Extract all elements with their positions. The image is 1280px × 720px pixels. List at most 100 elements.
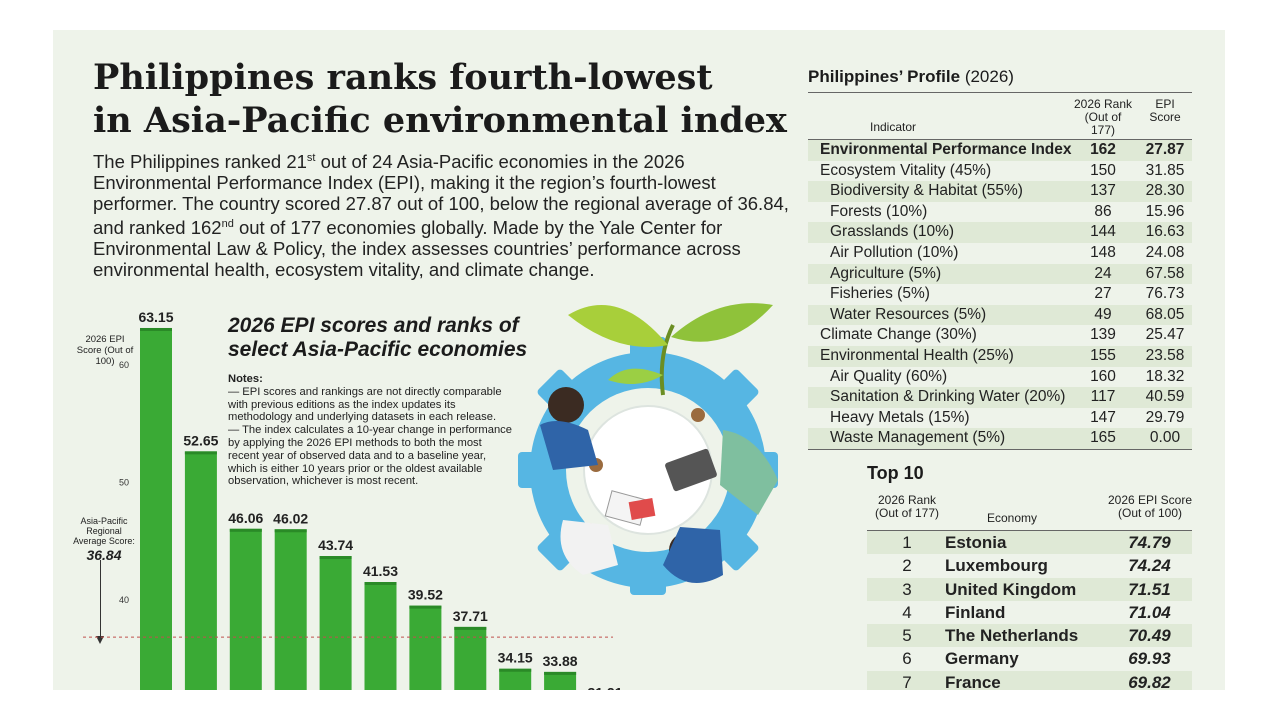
profile-rank: 147 [1090, 408, 1116, 426]
note-2: — The index calculates a 10-year change … [228, 424, 512, 488]
col-score: EPI Score [1149, 97, 1181, 124]
top10-economy: Germany [945, 649, 1019, 669]
profile-indicator: Environmental Health (25%) [820, 346, 1014, 364]
top10-row: 5 The Netherlands 70.49 [867, 624, 1192, 648]
profile-title-year: (2026) [960, 67, 1014, 86]
bar [274, 529, 307, 690]
profile-score: 31.85 [1145, 161, 1185, 179]
top10-col-score: 2026 EPI Score (Out of 100) [1107, 493, 1193, 520]
y-tick-label: 50 [119, 478, 129, 488]
down-arrow-icon [100, 560, 101, 642]
top10-score: 69.82 [1128, 672, 1171, 690]
top10-row: 1 Estonia 74.79 [867, 531, 1192, 555]
profile-indicator: Air Pollution (10%) [830, 243, 959, 261]
bar-top [184, 451, 217, 455]
bar-value-label: 46.06 [228, 510, 263, 526]
bar [544, 671, 577, 690]
profile-rank: 27 [1094, 285, 1112, 303]
profile-score: 23.58 [1145, 346, 1185, 364]
top10-economy: Luxembourg [945, 556, 1048, 576]
bar [229, 528, 262, 690]
profile-indicator: Environmental Performance Index [820, 141, 1072, 158]
bar [184, 451, 217, 690]
bar [319, 556, 352, 690]
top10-score: 70.49 [1128, 626, 1171, 646]
profile-score: 24.08 [1145, 243, 1185, 261]
col-indicator: Indicator [869, 120, 917, 134]
chart-title-line-2: select Asia-Pacific economies [228, 338, 528, 361]
profile-score: 28.30 [1145, 182, 1185, 200]
y-axis-title: 2026 EPI Score (Out of 100) [76, 334, 134, 367]
bar-value-label: 34.15 [498, 650, 533, 666]
profile-row: Ecosystem Vitality (45%) 150 31.85 [808, 161, 1192, 182]
top10-rank: 2 [902, 556, 912, 576]
profile-row: Waste Management (5%) 165 0.00 [808, 428, 1192, 449]
profile-rank: 24 [1094, 264, 1112, 282]
top10-title: Top 10 [867, 463, 924, 483]
intro-sup-2: nd [221, 218, 234, 231]
profile-indicator: Waste Management (5%) [830, 429, 1006, 447]
profile-score: 18.32 [1145, 367, 1185, 385]
bar-value-label: 41.53 [363, 563, 398, 579]
profile-score: 15.96 [1145, 202, 1185, 220]
profile-title-bold: Philippines’ Profile [808, 67, 961, 86]
profile-row: Climate Change (30%) 139 25.47 [808, 325, 1192, 346]
profile-indicator: Forests (10%) [830, 202, 928, 220]
chart-title-line-1: 2026 EPI scores and ranks of [228, 314, 519, 337]
top10-score: 69.93 [1128, 649, 1171, 669]
profile-rank: 49 [1094, 305, 1112, 323]
profile-row: Grasslands (10%) 144 16.63 [808, 222, 1192, 243]
profile-rank: 165 [1090, 429, 1116, 447]
profile-score: 25.47 [1145, 326, 1185, 344]
bar-value-label: 31.21 [587, 684, 622, 690]
profile-row: Environmental Performance Index 162 27.87 [808, 140, 1192, 161]
teamwork-gear-illustration [518, 303, 778, 595]
top10-row: 7 France 69.82 [867, 670, 1192, 690]
bar-top [409, 605, 442, 609]
top10-rank: 4 [902, 602, 912, 622]
bar-value-label: 52.65 [183, 432, 218, 448]
profile-row: Biodiversity & Habitat (55%) 137 28.30 [808, 181, 1192, 202]
y-tick-label: 60 [119, 360, 129, 370]
bar [454, 626, 487, 690]
y-tick-label: 40 [119, 595, 129, 605]
bar-value-label: 43.74 [318, 537, 353, 553]
top10-rank: 7 [902, 672, 912, 690]
profile-rank: 155 [1090, 346, 1116, 364]
bar-top [364, 582, 397, 586]
chart-title: 2026 EPI scores and ranks of select Asia-… [228, 314, 527, 362]
bar-top [274, 529, 307, 533]
intro-paragraph: The Philippines ranked 21st out of 24 As… [93, 148, 793, 280]
profile-row: Heavy Metals (15%) 147 29.79 [808, 408, 1192, 429]
notes-title: Notes: [228, 373, 263, 385]
arrowhead-icon [96, 636, 104, 644]
regional-average-value: 36.84 [86, 547, 122, 563]
top10-rank: 6 [902, 649, 912, 669]
people-figures [540, 387, 778, 583]
top10-score: 71.04 [1128, 602, 1171, 622]
profile-score: 16.63 [1145, 223, 1185, 241]
top10-rows: 1 Estonia 74.79 2 Luxembourg 74.24 3 United Kin… [867, 531, 1192, 690]
profile-row: Water Resources (5%) 49 68.05 [808, 304, 1192, 326]
top10-score: 74.79 [1128, 533, 1171, 552]
top10-col-rank: 2026 Rank (Out of 177) [874, 493, 940, 520]
profile-table: Indicator 2026 Rank (Out of 177) EPI Sco… [808, 92, 1192, 450]
profile-title: Philippines’ Profile (2026) [808, 67, 1014, 87]
profile-rank: 162 [1090, 141, 1116, 158]
top10-score: 74.24 [1128, 556, 1171, 576]
profile-rank: 148 [1090, 243, 1116, 261]
profile-rank: 144 [1090, 223, 1116, 241]
bar-value-label: 37.71 [453, 608, 488, 624]
profile-row: Air Quality (60%) 160 18.32 [808, 367, 1192, 388]
sprout-icon [568, 303, 773, 396]
bar-top [499, 668, 532, 672]
intro-text-3: out of 177 economies globally. Made by t… [93, 217, 741, 281]
top10-row: 4 Finland 71.04 [867, 601, 1192, 624]
top10-col-economy: Economy [986, 511, 1038, 525]
intro-text-1: The Philippines ranked 21 [93, 151, 307, 173]
intro-sup-1: st [306, 152, 316, 164]
bar [364, 582, 397, 690]
bar [499, 668, 532, 690]
profile-indicator: Grasslands (10%) [830, 223, 955, 241]
infographic-panel: Philippines ranks fourth-lowest in Asia-… [53, 30, 1225, 690]
